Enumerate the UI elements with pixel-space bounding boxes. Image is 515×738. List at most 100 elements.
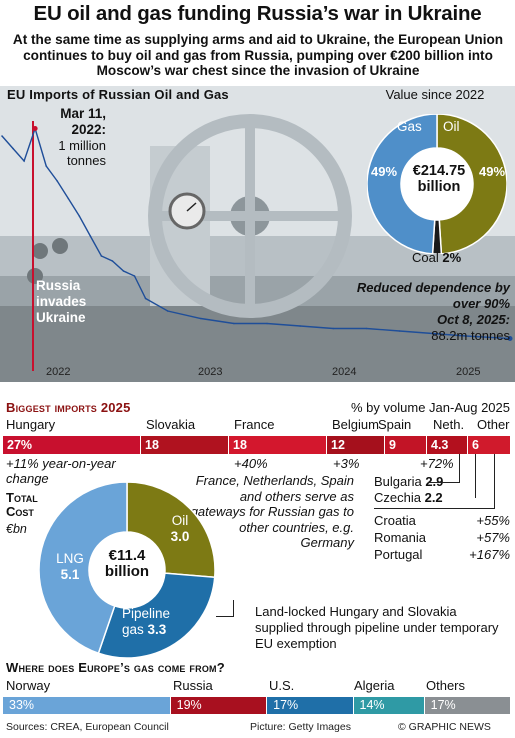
country-other: Other [477,417,510,432]
czechia-label: Czechia [374,490,421,505]
other-countries-list: Croatia Romania Portugal [374,512,426,563]
gas-segment-algeria: 14% [353,697,424,714]
import-segment-hungary: 27% [3,436,140,454]
coal-pct: 2% [442,250,462,265]
country-slovakia: Slovakia [146,417,196,432]
peak-marker [32,126,38,131]
imports-data-point [89,235,92,237]
reduction-note: Reduced dependence by over 90% [356,280,510,311]
source-us: U.S. [269,678,295,693]
gas-segment-others: 17% [424,697,510,714]
portugal-label: Portugal [374,547,423,562]
bulgaria-value: 2.9 [425,474,444,489]
pipeline-note: Land-locked Hungary and Slovakia supplie… [255,604,499,651]
country-belgium: Belgium [332,417,379,432]
value-donut-chart [367,114,507,254]
other-connector [494,454,495,508]
invasion-note: Russia invades Ukraine [36,278,87,325]
import-segment-france: 18 [229,436,326,454]
donut-center-value: €214.75 [412,163,466,179]
imports-data-point [465,335,467,337]
year-2023: 2023 [198,366,223,378]
donut-oil-label: Oil [443,119,460,134]
source-russia: Russia [173,678,213,693]
donut-hole [401,148,473,220]
year-2022: 2022 [46,366,71,378]
hungary-change: +11% year-on-year change [6,456,116,486]
footer-copyright: © GRAPHIC NEWS [398,721,491,733]
spain-change: +72% [420,456,454,471]
imports-section-label: EU Imports of Russian Oil and Gas [7,87,229,102]
import-segment-other: 6 [468,436,510,454]
gas-segment-norway: 33% [3,697,170,714]
peak-date-text: Mar 11, 2022: [60,106,106,137]
footer-picture: Picture: Getty Images [250,721,351,733]
imports-data-point [332,327,335,330]
imports-data-point [67,197,70,200]
imports-data-point [365,327,368,330]
donut-hole [89,532,165,608]
imports-data-point [45,165,47,167]
cost-pipeline-block: Pipeline gas 3.3 [122,606,170,638]
imports-data-point [431,332,434,335]
czechia-value: 2.2 [424,490,443,505]
imports-data-point [56,180,59,182]
imports-data-point [78,215,81,217]
latest-date: Oct 8, 2025: [437,312,510,327]
biggest-imports-bar: 27% 18 18 12 9 4.3 6 [3,436,511,454]
imports-data-point [133,275,136,277]
cost-oil-label: Oil [171,513,189,528]
donut-gas-label: Gas [397,119,422,134]
imports-data-point [398,330,401,332]
imports-data-point [1,135,3,137]
cost-oil-block: Oil 3.0 [160,513,200,545]
donut-center: €214.75 billion [404,163,474,195]
other-connector-h [374,508,495,509]
coal-label: Coal [412,250,439,265]
imports-data-point [199,317,202,320]
bulgaria-row: Bulgaria 2.9 [374,474,443,489]
donut-oil-slice [436,114,507,254]
other-countries-changes: +55% +57% +167% [440,512,510,563]
peak-value: 1 million [58,138,106,153]
cost-pipeline-label2: gas [122,622,144,637]
coal-label-block: Coal 2% [412,250,461,265]
imports-data-point [233,322,235,325]
peak-unit: tonnes [66,153,106,168]
imports-data-point [12,147,14,150]
portugal-change: +167% [469,547,510,562]
imports-data-point [23,160,25,162]
imports-line-chart [1,126,513,341]
donut-center-unit: billion [417,179,461,195]
total-cost-donut-chart [38,481,216,659]
country-netherlands: Neth. [433,417,465,432]
page-title: EU oil and gas funding Russia’s war in U… [33,2,482,25]
cost-lng-value: 5.1 [60,567,80,582]
source-norway: Norway [6,678,51,693]
year-2024: 2024 [332,366,357,378]
imports-data-point [299,325,301,327]
cost-pipeline-label: Pipeline [122,606,171,621]
imports-data-point [122,270,125,272]
import-segment-neth: 4.3 [427,436,467,454]
pipeline-note-connector [216,616,234,617]
croatia-change: +55% [476,513,510,528]
belgium-change: +3% [333,456,360,471]
cost-center-value: €11.4 [108,547,146,564]
cost-pipeline-value: 3.3 [147,622,167,637]
pipeline-note-connector-v [233,600,234,617]
country-hungary: Hungary [6,417,56,432]
page-subtitle: At the same time as supplying arms and a… [12,32,504,78]
country-spain: Spain [378,417,412,432]
croatia-label: Croatia [374,513,416,528]
imports-data-point [166,310,169,312]
cost-oil-value: 3.0 [170,529,190,544]
france-change: +40% [234,456,268,471]
bulgaria-label: Bulgaria [374,474,422,489]
total-cost-label: Total Cost [6,490,38,519]
cost-center-unit: billion [104,563,150,580]
biggest-imports-subheading: % by volume Jan-Aug 2025 [351,400,510,415]
footer-sources: Sources: CREA, European Council [6,721,169,733]
total-cost-unit: €bn [6,522,27,536]
photo-panel: EU Imports of Russian Oil and Gas Mar 11… [0,86,515,382]
